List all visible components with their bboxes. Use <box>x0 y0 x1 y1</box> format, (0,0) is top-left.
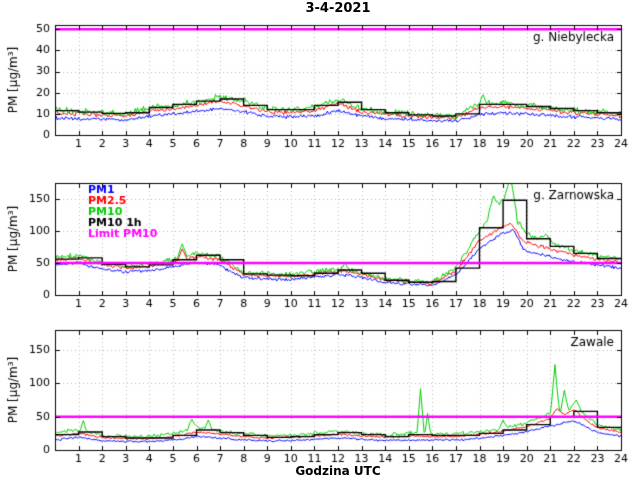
figure-title: 3-4-2021 <box>305 1 371 16</box>
x-axis-label: Godzina UTC <box>295 464 381 478</box>
